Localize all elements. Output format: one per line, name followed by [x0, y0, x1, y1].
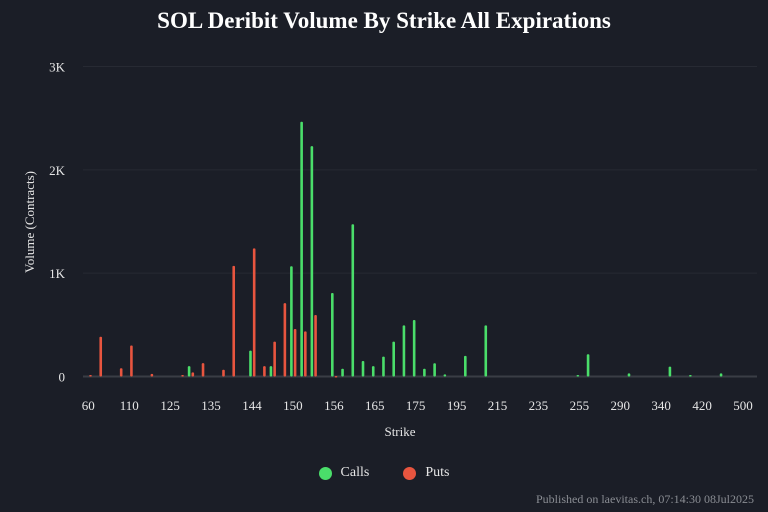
- x-tick-label: 175: [406, 398, 426, 413]
- calls-bar: [412, 319, 416, 377]
- calls-bar: [719, 373, 723, 377]
- puts-bar: [283, 303, 287, 377]
- legend-item-puts[interactable]: Puts: [403, 465, 449, 481]
- calls-bar: [351, 224, 355, 377]
- calls-bar: [484, 325, 488, 377]
- calls-bar: [392, 341, 395, 377]
- puts-bar: [273, 341, 276, 377]
- x-tick-label: 60: [82, 398, 95, 413]
- x-axis-title: Strike: [384, 424, 415, 439]
- x-tick-label: 125: [160, 398, 180, 413]
- puts-marker-icon: [403, 466, 417, 480]
- calls-bar: [464, 355, 467, 377]
- puts-bar: [252, 248, 256, 377]
- x-tick-label: 255: [570, 398, 590, 413]
- calls-bar: [371, 366, 375, 377]
- puts-bar: [181, 374, 184, 377]
- puts-bar: [99, 336, 103, 377]
- y-tick-label: 0: [59, 370, 66, 385]
- calls-bar: [290, 266, 293, 377]
- calls-bar: [300, 121, 303, 377]
- puts-bar: [119, 368, 123, 377]
- calls-bar: [423, 368, 426, 377]
- legend-label-calls: Calls: [340, 465, 370, 480]
- puts-bar: [89, 374, 92, 377]
- puts-bar: [293, 328, 297, 377]
- calls-bar: [689, 374, 692, 377]
- puts-bar: [263, 366, 266, 377]
- x-tick-label: 165: [365, 398, 385, 413]
- puts-bar: [304, 331, 307, 377]
- x-tick-label: 195: [447, 398, 467, 413]
- calls-marker-icon: [318, 466, 332, 480]
- puts-bar: [191, 372, 195, 377]
- calls-bar: [433, 363, 436, 377]
- x-tick-label: 500: [733, 398, 753, 413]
- x-tick-label: 150: [283, 398, 303, 413]
- legend: Calls Puts: [0, 465, 768, 481]
- calls-bar: [576, 374, 580, 377]
- calls-bar: [361, 361, 365, 377]
- puts-bar: [201, 363, 205, 377]
- puts-bar: [232, 265, 236, 377]
- calls-bar: [668, 366, 672, 377]
- puts-bar: [150, 373, 154, 377]
- calls-bar: [627, 373, 631, 377]
- y-axis-title: Volume (Contracts): [22, 171, 37, 273]
- calls-bar: [310, 146, 314, 377]
- calls-bar: [269, 366, 273, 377]
- x-tick-label: 290: [611, 398, 631, 413]
- puts-bar: [130, 345, 133, 377]
- y-tick-label: 3K: [49, 60, 66, 75]
- calls-bar: [402, 325, 406, 377]
- calls-bar: [341, 368, 344, 377]
- calls-bar: [249, 350, 252, 377]
- x-tick-label: 420: [692, 398, 712, 413]
- calls-bar: [382, 356, 385, 377]
- puts-bar: [222, 369, 225, 377]
- x-tick-label: 110: [120, 398, 139, 413]
- legend-item-calls[interactable]: Calls: [318, 465, 370, 481]
- x-tick-label: 144: [242, 398, 262, 413]
- chart-title: SOL Deribit Volume By Strike All Expirat…: [157, 8, 611, 33]
- calls-bar: [586, 354, 590, 377]
- y-tick-label: 1K: [49, 266, 66, 281]
- calls-bar: [443, 374, 447, 377]
- published-footer: Published on laevitas.ch, 07:14:30 08Jul…: [536, 492, 754, 506]
- x-tick-label: 340: [651, 398, 671, 413]
- x-tick-label: 215: [488, 398, 508, 413]
- calls-bar: [331, 293, 334, 377]
- legend-label-puts: Puts: [425, 465, 450, 480]
- puts-bar: [334, 375, 338, 378]
- y-tick-label: 2K: [49, 163, 66, 178]
- calls-bar: [187, 366, 191, 377]
- puts-bar: [314, 315, 317, 377]
- x-tick-label: 135: [201, 398, 221, 413]
- x-tick-label: 235: [529, 398, 549, 413]
- x-tick-label: 156: [324, 398, 344, 413]
